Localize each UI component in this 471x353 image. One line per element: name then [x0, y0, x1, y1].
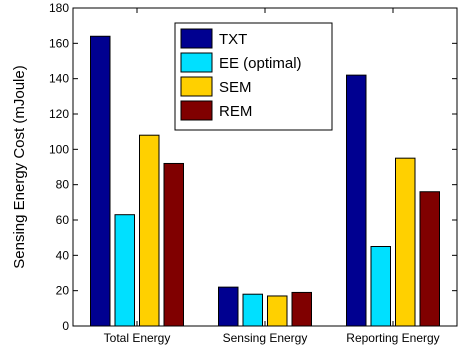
- y-tick-label: 120: [49, 107, 69, 121]
- bar-txt-reporting-energy: [346, 74, 367, 327]
- y-tick-label: 60: [56, 213, 70, 227]
- legend-swatch: [180, 52, 213, 73]
- y-tick-label: 140: [49, 72, 69, 86]
- plot-frame: [72, 7, 458, 327]
- y-ticks: 0 20 40 60 80 100 120 140 160 180: [49, 1, 457, 333]
- y-tick-label: 20: [56, 284, 70, 298]
- y-tick-label: 160: [49, 36, 69, 50]
- bar-txt-sensing-energy: [218, 286, 239, 327]
- bar-sem-reporting-energy: [395, 157, 416, 327]
- bar-sem-total-energy: [139, 134, 160, 327]
- y-tick-label: 40: [56, 248, 70, 262]
- bar-ee-optimal-sensing-energy: [242, 293, 263, 327]
- legend-swatch: [180, 76, 213, 97]
- y-tick-label: 180: [49, 1, 69, 15]
- bar-txt-total-energy: [90, 35, 111, 327]
- bar-ee-optimal-reporting-energy: [370, 246, 391, 327]
- bars-layer: [90, 35, 440, 327]
- x-ticks: Total Energy Sensing Energy Reporting Ener…: [104, 8, 440, 345]
- legend: TXT EE (optimal) SEM REM: [174, 22, 333, 131]
- legend-label: REM: [219, 103, 252, 120]
- legend-label: TXT: [219, 31, 247, 48]
- legend-label: SEM: [219, 79, 252, 96]
- bar-rem-sensing-energy: [291, 291, 312, 327]
- bar-ee-optimal-total-energy: [114, 214, 135, 327]
- y-tick-label: 0: [62, 319, 69, 333]
- y-tick-label: 80: [56, 178, 70, 192]
- legend-label: EE (optimal): [219, 55, 302, 72]
- legend-swatch: [180, 28, 213, 49]
- y-tick-label: 100: [49, 142, 69, 156]
- x-tick-label: Reporting Energy: [346, 331, 439, 345]
- y-axis-label: Sensing Energy Cost (mJoule): [11, 65, 28, 268]
- legend-swatch: [180, 100, 213, 121]
- x-tick-label: Total Energy: [104, 331, 171, 345]
- bar-rem-reporting-energy: [419, 191, 440, 327]
- x-tick-label: Sensing Energy: [223, 331, 308, 345]
- bar-rem-total-energy: [163, 162, 184, 327]
- bar-sem-sensing-energy: [267, 295, 288, 327]
